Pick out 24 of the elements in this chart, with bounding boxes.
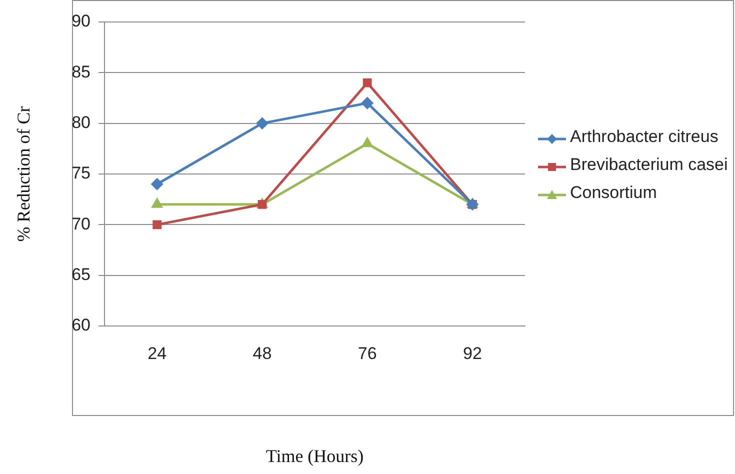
y-tick-label: 60: [72, 316, 91, 335]
point: [152, 220, 162, 230]
point: [362, 138, 372, 148]
x-tick-label: 92: [462, 344, 482, 363]
point: [362, 97, 374, 109]
y-tick-label: 70: [72, 214, 91, 234]
point: [152, 198, 162, 208]
point: [151, 178, 163, 190]
legend-label: Consortium: [570, 182, 657, 204]
x-tick-label: 76: [358, 344, 377, 363]
point: [362, 78, 372, 88]
y-axis-title: % Reduction of Cr: [14, 106, 34, 242]
legend-label: Arthrobacter citreus: [570, 126, 718, 148]
y-tick-label: 85: [72, 62, 91, 82]
x-tick-label: 24: [148, 344, 167, 363]
point: [256, 118, 268, 130]
x-tick-label: 48: [252, 344, 272, 363]
y-tick-label: 65: [72, 265, 91, 284]
point: [258, 200, 267, 209]
x-axis-title: Time (Hours): [266, 446, 364, 466]
y-tick-label: 75: [72, 164, 91, 183]
y-tick-label: 90: [72, 12, 91, 31]
legend-label: Brevibacterium casei: [570, 154, 728, 176]
y-tick-label: 80: [72, 113, 91, 132]
